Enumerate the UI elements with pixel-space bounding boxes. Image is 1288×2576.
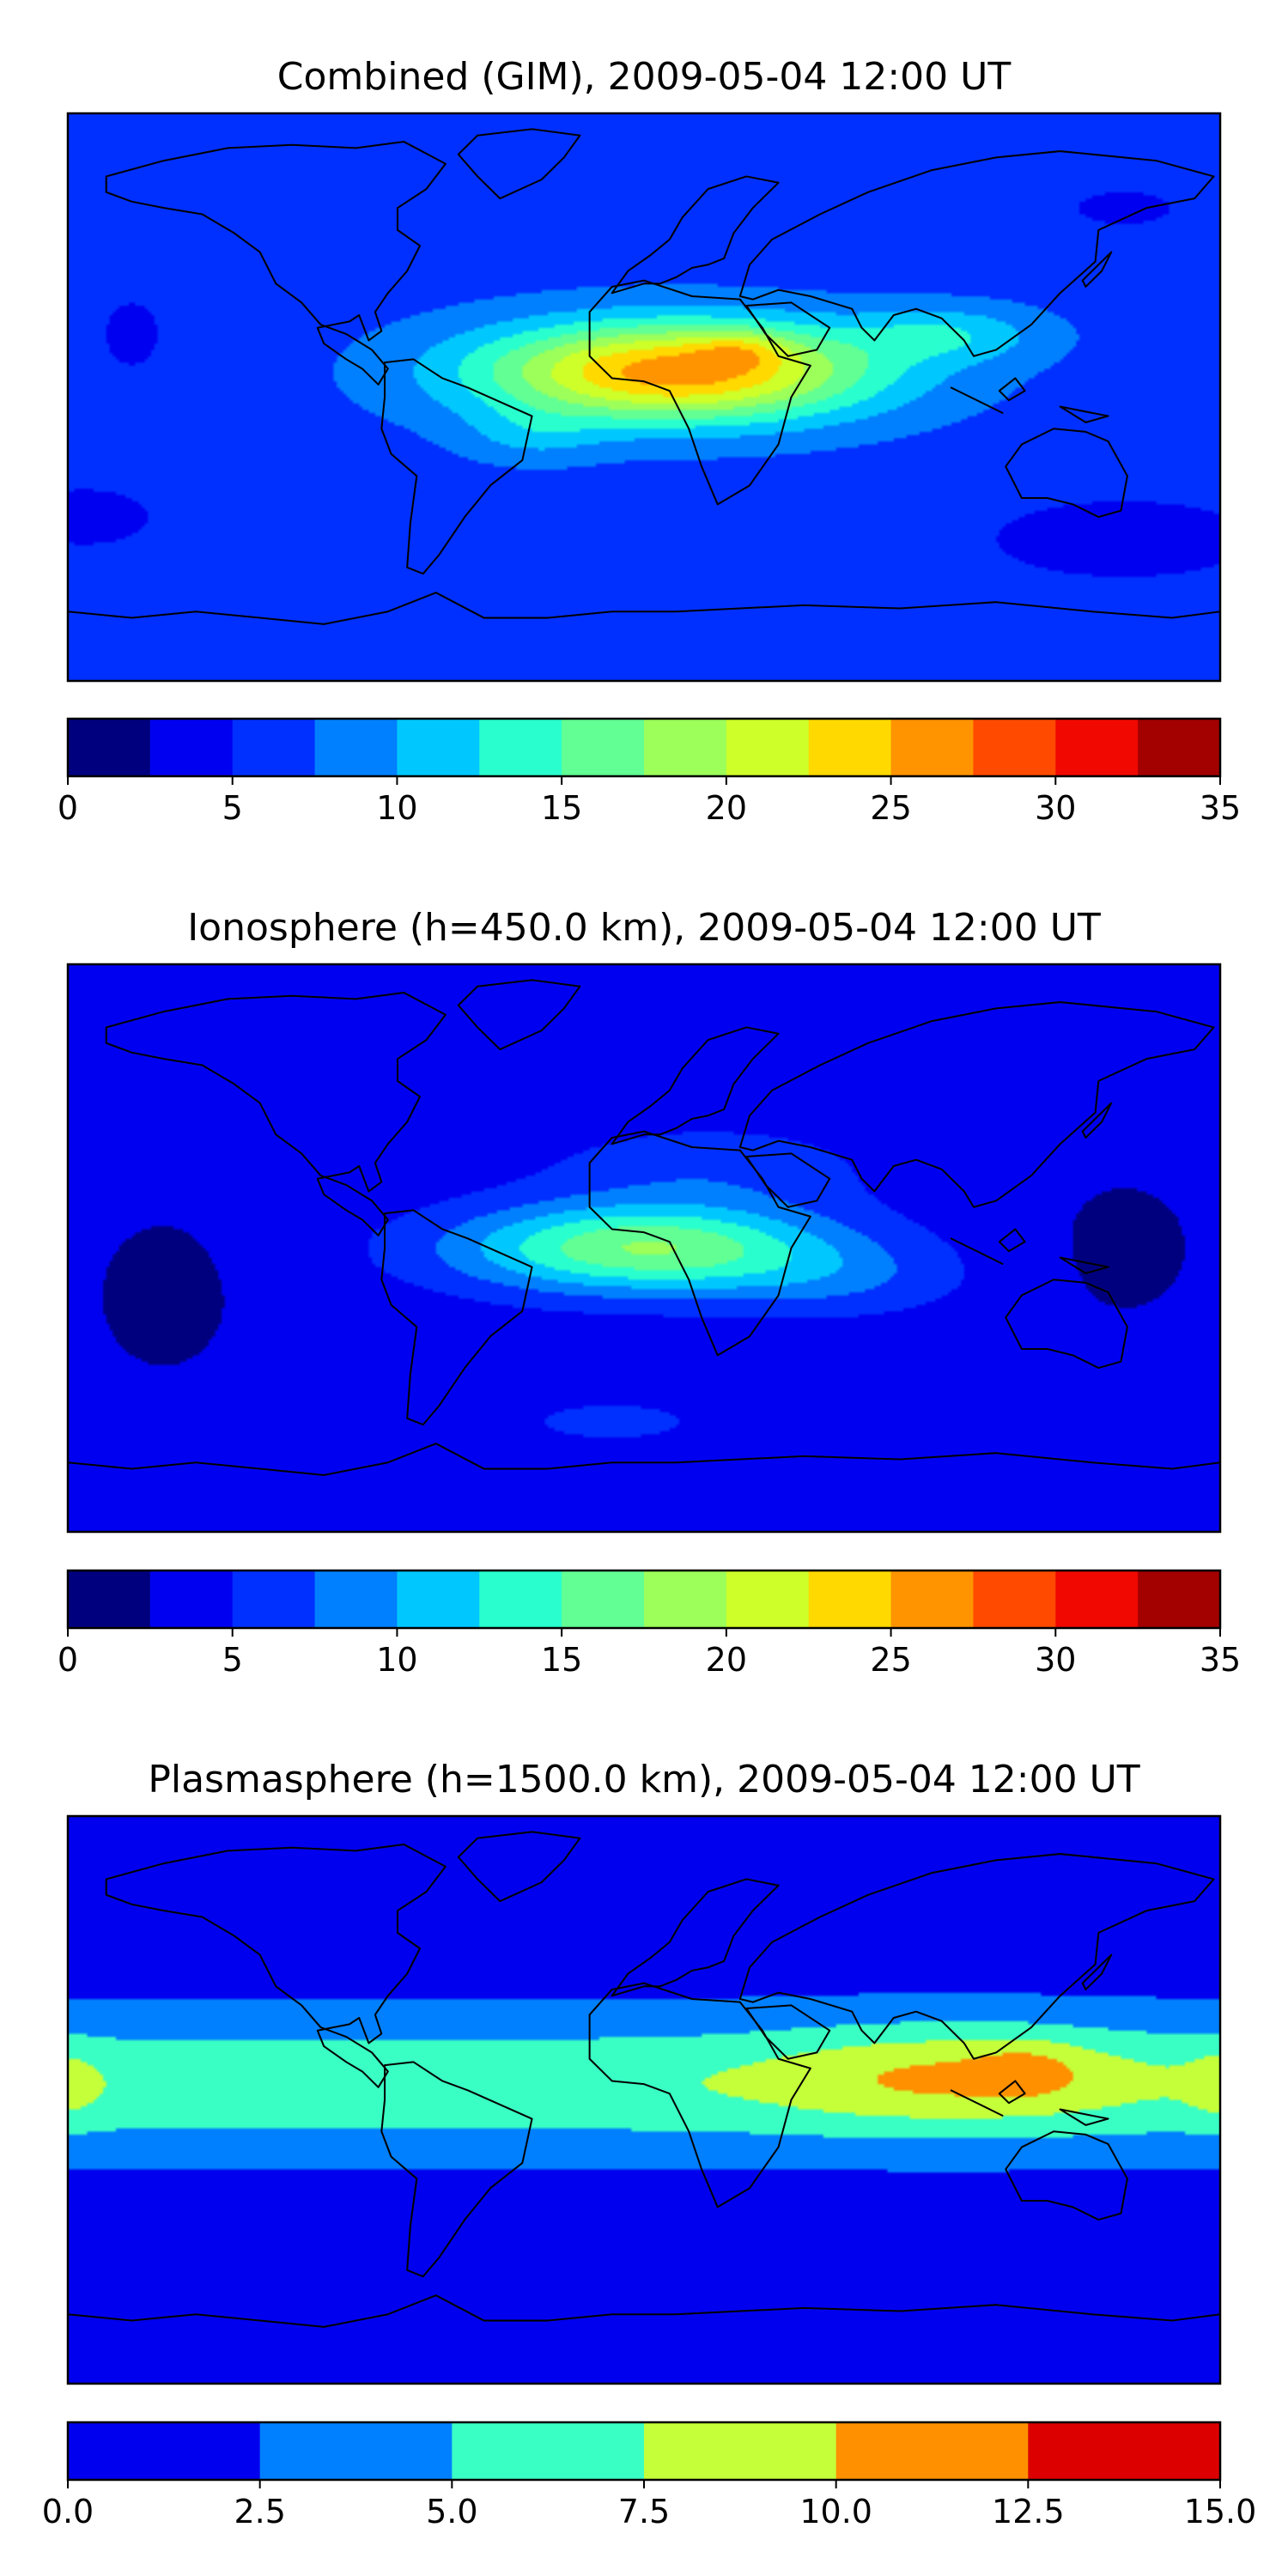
- colorbar-tick-label: 25: [870, 1641, 911, 1679]
- colorbar-tick-label: 7.5: [618, 2493, 670, 2530]
- colorbar-tick-label: 15: [541, 1641, 582, 1679]
- colorbar-tick-label: 0: [58, 789, 78, 827]
- map-frame: [66, 963, 1222, 1534]
- colorbar: 0 5 10 15 20 25 30 35: [58, 717, 1241, 827]
- colorbar-segment: [973, 719, 1056, 776]
- colorbar-tick-label: 0.0: [42, 2493, 94, 2530]
- colorbar-tick-label: 0: [58, 1641, 78, 1679]
- colorbar-segment: [479, 719, 562, 776]
- panel-ionosphere: Ionosphere (h=450.0 km), 2009-05-04 12:0…: [58, 906, 1241, 1679]
- colorbar-segment: [232, 719, 316, 776]
- colorbar-tick-label: 20: [706, 789, 747, 827]
- colorbar-segment: [726, 719, 810, 776]
- colorbar-segment: [149, 719, 234, 776]
- colorbar: 0.0 2.5 5.0 7.5 10.0 12.5 15.0: [42, 2421, 1257, 2530]
- colorbar-tick-label: 25: [870, 789, 911, 827]
- colorbar-segment: [397, 719, 480, 776]
- panel-title: Plasmasphere (h=1500.0 km), 2009-05-04 1…: [148, 1758, 1139, 1801]
- colorbar-segment: [1028, 2422, 1221, 2480]
- colorbar-segment: [314, 719, 398, 776]
- colorbar-segment: [562, 1571, 645, 1628]
- colorbar-segment: [808, 1571, 892, 1628]
- colorbar-tick-label: 10.0: [799, 2493, 872, 2530]
- colorbar-tick-label: 5: [222, 789, 243, 827]
- map-frame: [66, 1814, 1222, 2385]
- colorbar-segment: [1138, 719, 1221, 776]
- colorbar-segment: [808, 719, 892, 776]
- panel-title: Combined (GIM), 2009-05-04 12:00 UT: [277, 55, 1012, 99]
- colorbar-segment: [1055, 1571, 1139, 1628]
- colorbar-segment: [149, 1571, 234, 1628]
- colorbar-tick-label: 15: [541, 789, 582, 827]
- colorbar-segment: [1138, 1571, 1221, 1628]
- colorbar-segment: [68, 2422, 261, 2480]
- map-frame: [66, 112, 1222, 683]
- colorbar-frame: [66, 717, 1222, 778]
- colorbar-segment: [726, 1571, 810, 1628]
- colorbar-segment: [314, 1571, 398, 1628]
- colorbar-segment: [68, 719, 151, 776]
- colorbar-segment: [452, 2422, 645, 2480]
- map-heatmap: [68, 964, 1220, 1532]
- panel-plasmasphere: Plasmasphere (h=1500.0 km), 2009-05-04 1…: [42, 1758, 1257, 2530]
- colorbar-tick-label: 20: [706, 1641, 747, 1679]
- colorbar-frame: [66, 1569, 1222, 1630]
- colorbar-tick-label: 30: [1035, 789, 1076, 827]
- colorbar: 0 5 10 15 20 25 30 35: [58, 1569, 1241, 1679]
- colorbar-segment: [68, 1571, 151, 1628]
- colorbar-tick-label: 5.0: [426, 2493, 477, 2530]
- colorbar-tick-label: 35: [1200, 789, 1241, 827]
- colorbar-tick-label: 30: [1035, 1641, 1076, 1679]
- colorbar-segment: [644, 1571, 727, 1628]
- colorbar-segment: [1055, 719, 1139, 776]
- colorbar-segment: [835, 2422, 1029, 2480]
- colorbar-tick-label: 12.5: [992, 2493, 1065, 2530]
- colorbar-segment: [562, 719, 645, 776]
- colorbar-tick-label: 10: [376, 789, 417, 827]
- colorbar-segment: [973, 1571, 1056, 1628]
- colorbar-segment: [890, 1571, 975, 1628]
- colorbar-segment: [644, 719, 727, 776]
- colorbar-segment: [259, 2422, 453, 2480]
- panel-title: Ionosphere (h=450.0 km), 2009-05-04 12:0…: [187, 906, 1101, 950]
- map-heatmap: [68, 1816, 1220, 2384]
- colorbar-segment: [644, 2422, 837, 2480]
- colorbar-tick-label: 5: [222, 1641, 243, 1679]
- colorbar-tick-label: 2.5: [234, 2493, 285, 2530]
- colorbar-tick-label: 35: [1200, 1641, 1241, 1679]
- panel-combined: Combined (GIM), 2009-05-04 12:00 UT 0 5 10…: [58, 55, 1241, 827]
- colorbar-segment: [232, 1571, 316, 1628]
- map-heatmap: [68, 113, 1220, 681]
- colorbar-tick-label: 15.0: [1184, 2493, 1257, 2530]
- colorbar-tick-label: 10: [376, 1641, 417, 1679]
- colorbar-segment: [479, 1571, 562, 1628]
- colorbar-segment: [890, 719, 975, 776]
- colorbar-segment: [397, 1571, 480, 1628]
